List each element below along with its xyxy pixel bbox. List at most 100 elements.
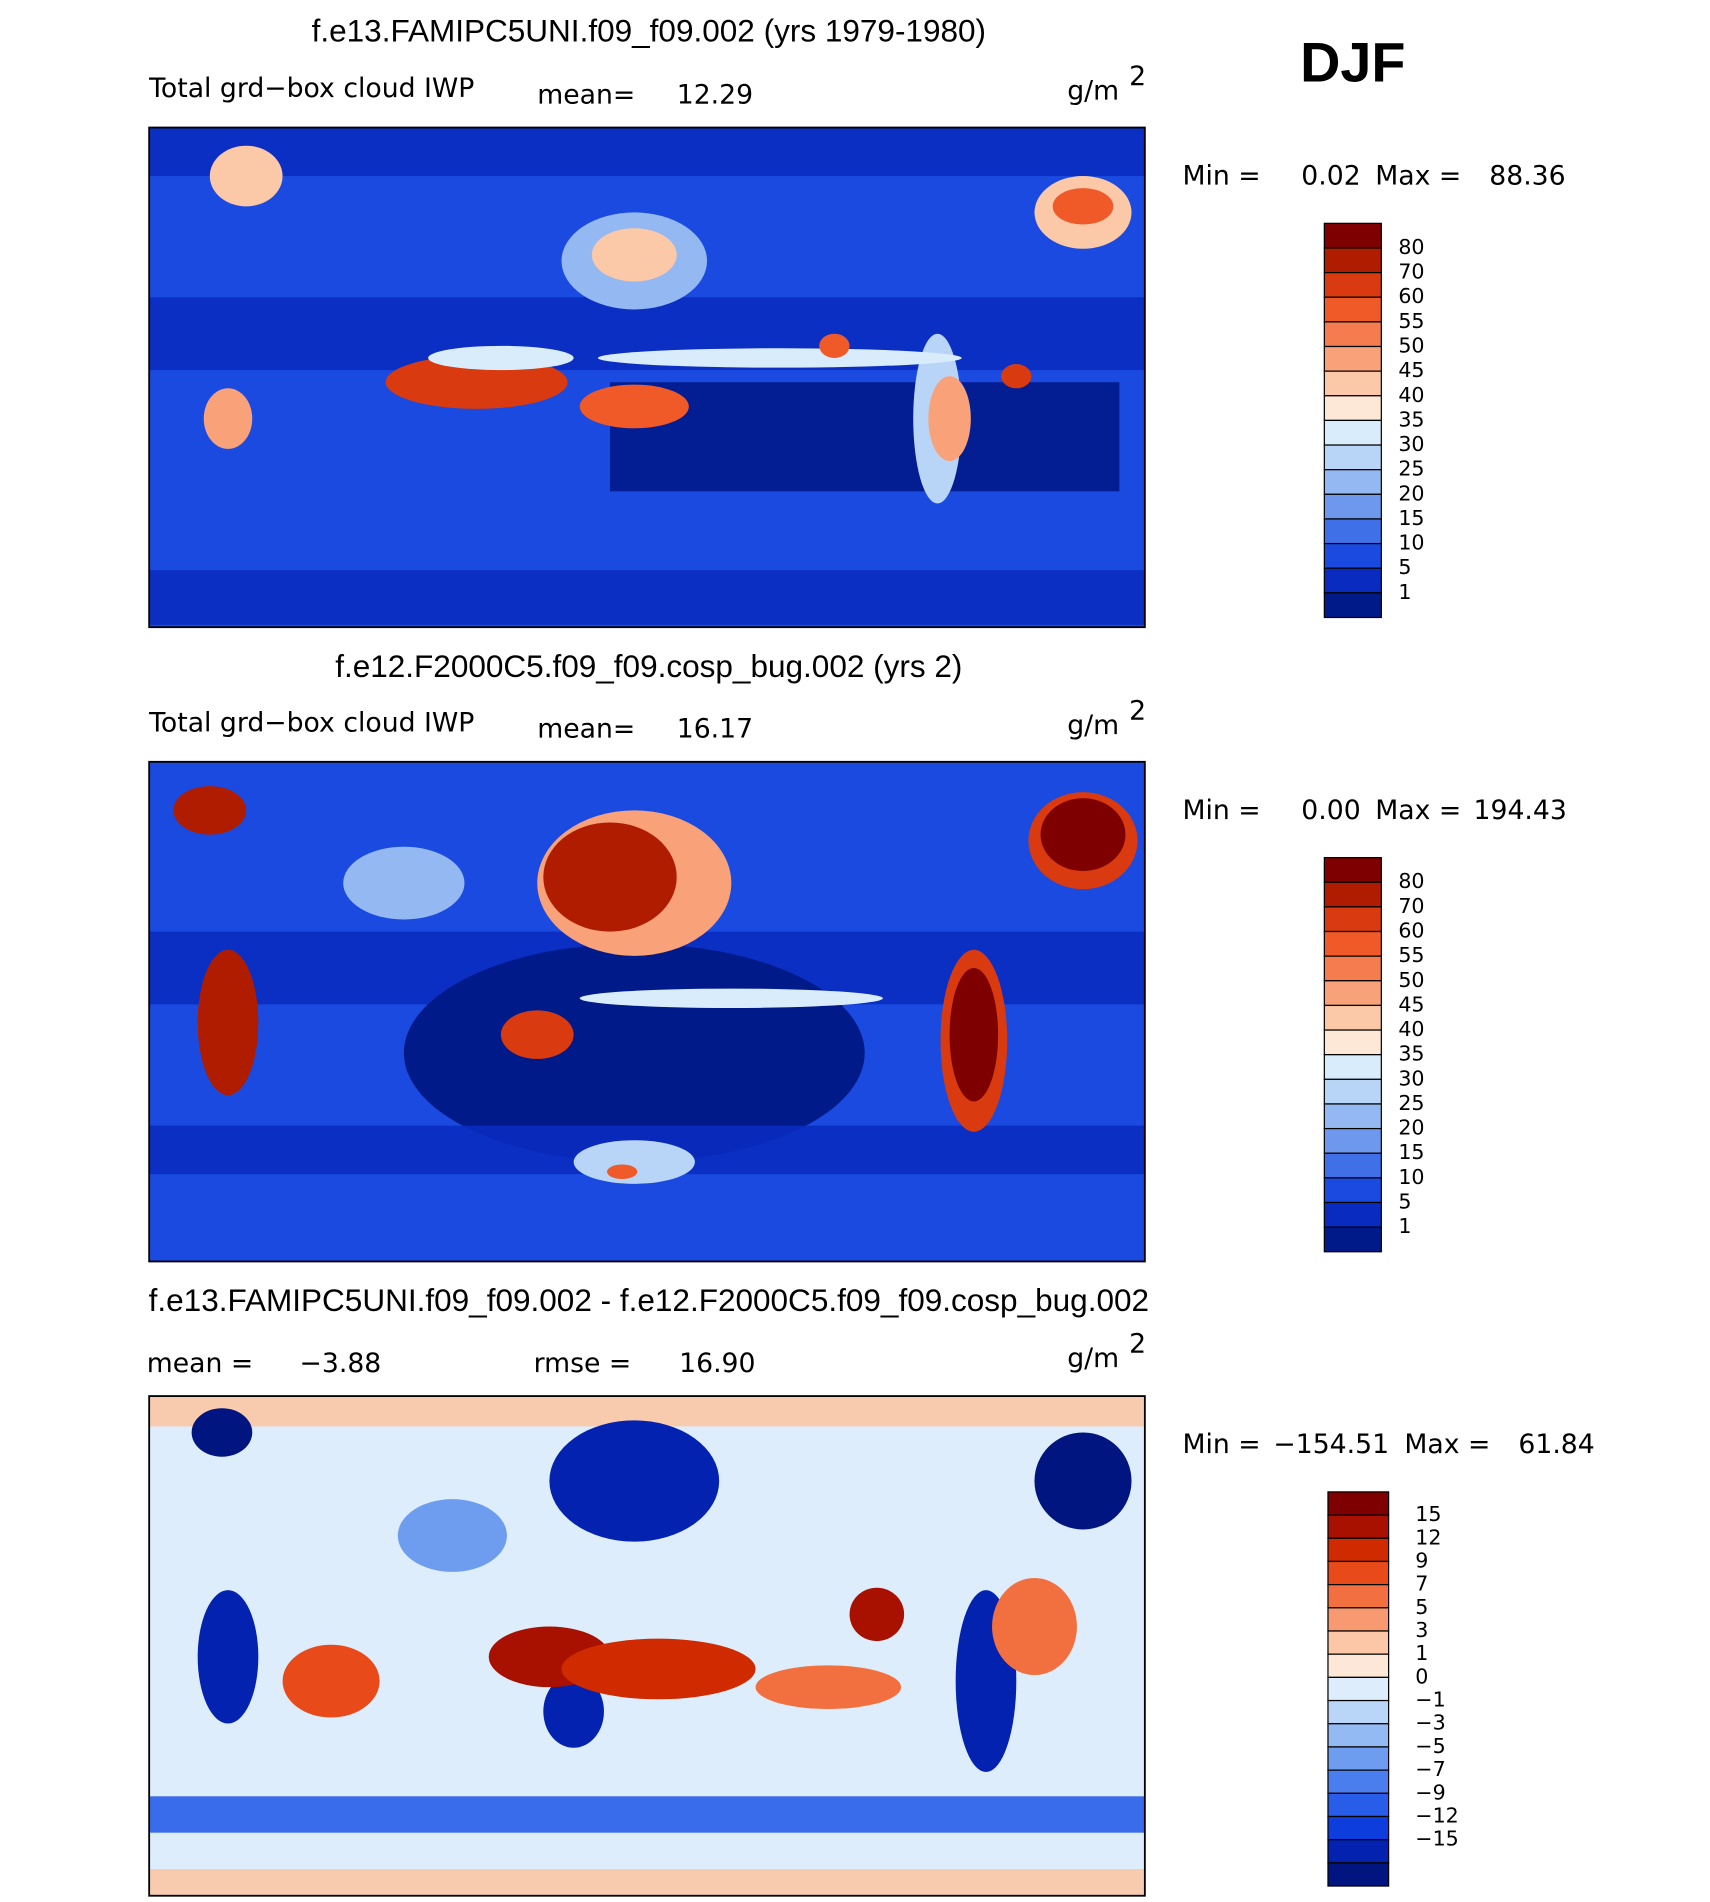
colorbar-label: 30: [1398, 1066, 1424, 1090]
map-blob: [397, 1499, 507, 1572]
colorbar-box: [1327, 1862, 1390, 1887]
map-blob: [543, 1675, 604, 1748]
colorbar-label: 50: [1398, 968, 1424, 992]
map-frame: [148, 1395, 1146, 1897]
map: [148, 126, 1146, 629]
map-band: [149, 127, 1145, 177]
map-blob: [992, 1578, 1077, 1676]
mean-label: mean =: [147, 1348, 253, 1379]
variable: Total grd−box cloud IWP: [148, 73, 474, 104]
mean-label: mean=: [537, 79, 635, 110]
colorbar-box: [1323, 395, 1382, 422]
colorbar-label: 5: [1398, 1189, 1411, 1213]
map-blob: [1001, 364, 1032, 389]
colorbar-box: [1327, 1769, 1390, 1794]
panel-title: f.e13.FAMIPC5UNI.f09_f09.002 (yrs 1979-1…: [312, 12, 986, 48]
colorbar-label: 1: [1398, 580, 1411, 604]
colorbar-label: 15: [1398, 1140, 1424, 1164]
colorbar-box: [1323, 1004, 1382, 1031]
map-blob: [1040, 798, 1126, 871]
min-value: 0.02: [1301, 161, 1360, 192]
map-blob: [343, 846, 465, 920]
colorbar-label: 10: [1398, 1165, 1424, 1189]
colorbar-box: [1323, 1078, 1382, 1105]
map-blob: [606, 1164, 638, 1179]
colorbar-box: [1327, 1491, 1390, 1516]
colorbar-box: [1323, 592, 1382, 619]
colorbar-label: 55: [1398, 943, 1424, 967]
colorbar-box: [1323, 1152, 1382, 1179]
panel-title: f.e13.FAMIPC5UNI.f09_f09.002 - f.e12.F20…: [149, 1282, 1149, 1318]
map-frame: [148, 760, 1146, 1263]
colorbar-box: [1323, 930, 1382, 957]
colorbar-label: 60: [1398, 919, 1424, 943]
map-blob: [549, 1420, 720, 1542]
colorbar-box: [1327, 1676, 1390, 1702]
colorbar-box: [1323, 518, 1382, 545]
map-blob: [819, 333, 850, 358]
colorbar-box: [1327, 1699, 1390, 1725]
colorbar-label: 45: [1398, 358, 1424, 382]
colorbar-box: [1323, 321, 1382, 348]
colorbar-box: [1323, 469, 1382, 495]
map-blob: [203, 388, 253, 449]
units: g/m: [1067, 710, 1119, 741]
units: g/m: [1067, 76, 1119, 107]
colorbar-box: [1327, 1653, 1390, 1678]
map-blob: [755, 1665, 902, 1709]
colorbar-box: [1323, 1054, 1382, 1080]
colorbar-label: 15: [1415, 1502, 1441, 1526]
colorbar-label: 30: [1398, 432, 1424, 456]
map-blob: [1034, 1432, 1132, 1530]
colorbar-box: [1323, 881, 1382, 908]
colorbar-label: 25: [1398, 1091, 1424, 1115]
colorbar-box: [1323, 247, 1382, 274]
map-blob: [197, 1590, 259, 1724]
map-blob: [1052, 188, 1114, 225]
colorbar-box: [1327, 1537, 1390, 1563]
colorbar-box: [1323, 1201, 1382, 1228]
map-blob: [591, 228, 677, 282]
colorbar-label: 20: [1398, 481, 1424, 505]
colorbar-label: 40: [1398, 1017, 1424, 1041]
colorbar-box: [1323, 222, 1382, 249]
colorbar-label: 9: [1415, 1548, 1428, 1572]
colorbar-label: 3: [1415, 1618, 1428, 1642]
colorbar-box: [1327, 1839, 1390, 1864]
colorbar-box: [1323, 567, 1382, 594]
map-background: [149, 127, 1145, 628]
rmse-label: rmse =: [534, 1348, 632, 1379]
min-label: Min =: [1182, 795, 1260, 826]
map-blob: [173, 786, 247, 835]
map-band: [149, 1796, 1145, 1833]
colorbar-label: 0: [1415, 1664, 1428, 1688]
map-blob: [928, 376, 971, 462]
colorbar-label: 20: [1398, 1116, 1424, 1140]
colorbar-label: −1: [1415, 1688, 1445, 1712]
colorbar-label: 10: [1398, 531, 1424, 555]
units-exponent: 2: [1129, 695, 1146, 726]
colorbar-label: 35: [1398, 407, 1424, 431]
max-value: 88.36: [1489, 161, 1565, 192]
map-blob: [500, 1010, 574, 1059]
colorbar-label: 70: [1398, 894, 1424, 918]
colorbar-box: [1327, 1815, 1390, 1841]
colorbar-box: [1323, 272, 1382, 298]
colorbar-label: 1: [1398, 1214, 1411, 1238]
colorbar-box: [1327, 1630, 1390, 1655]
colorbar-label: 40: [1398, 383, 1424, 407]
map-blob: [949, 967, 999, 1102]
map: [148, 760, 1146, 1263]
max-label: Max =: [1375, 161, 1461, 192]
panel-title: f.e12.F2000C5.f09_f09.cosp_bug.002 (yrs …: [335, 648, 962, 684]
colorbar-box: [1327, 1723, 1390, 1748]
rmse-value: 16.90: [679, 1348, 755, 1379]
colorbar-box: [1323, 419, 1382, 446]
colorbar-box: [1323, 980, 1382, 1007]
colorbar-label: −7: [1415, 1757, 1445, 1781]
colorbar-box: [1323, 955, 1382, 982]
colorbar-box: [1323, 296, 1382, 323]
map-band: [610, 382, 1120, 492]
units-exponent: 2: [1129, 61, 1146, 92]
colorbar-box: [1327, 1514, 1390, 1539]
